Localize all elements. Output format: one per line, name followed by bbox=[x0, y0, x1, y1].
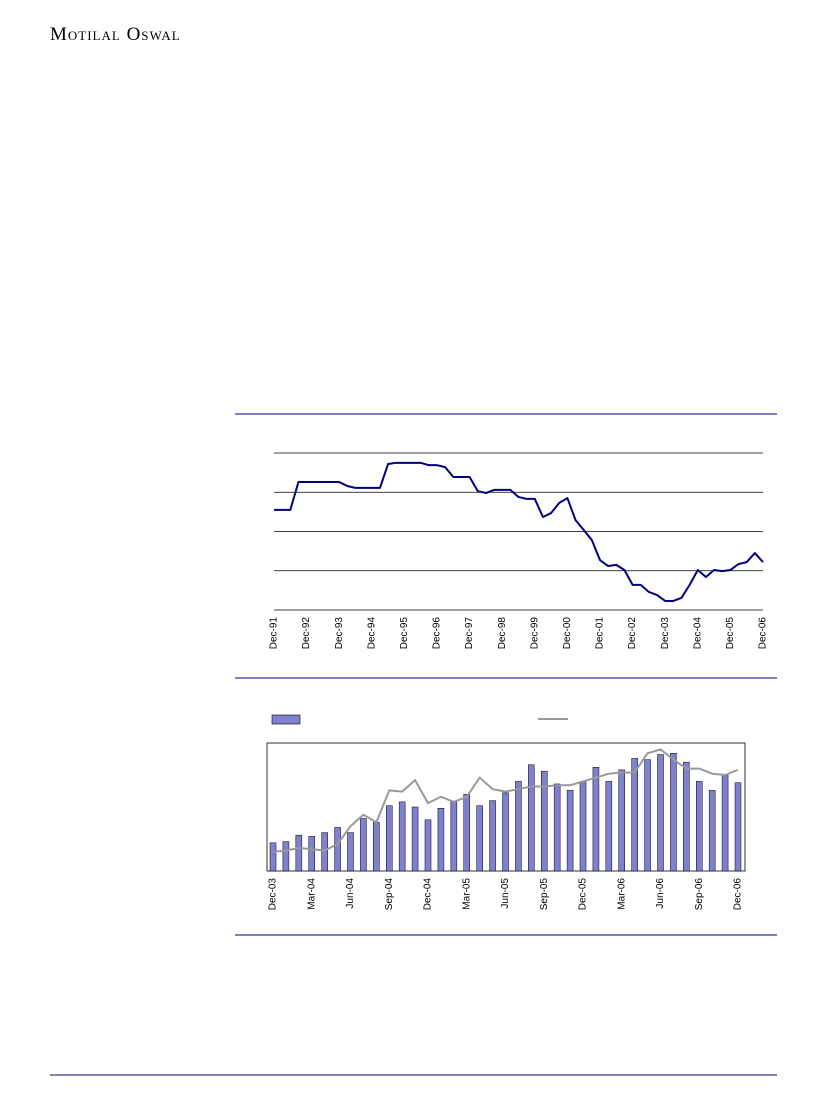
bar bbox=[708, 790, 716, 872]
bar bbox=[321, 832, 328, 872]
bar bbox=[657, 754, 664, 872]
bar bbox=[386, 805, 393, 872]
x-tick-label: Dec-03 bbox=[268, 878, 279, 911]
bar bbox=[476, 805, 483, 872]
x-tick-label: Dec-92 bbox=[301, 617, 312, 650]
bar bbox=[566, 790, 574, 872]
x-tick-label: Mar-06 bbox=[616, 878, 627, 910]
x-tick-label: Dec-04 bbox=[692, 617, 703, 650]
bar bbox=[631, 758, 638, 872]
bar bbox=[605, 781, 613, 872]
x-tick-label: Dec-97 bbox=[464, 617, 475, 650]
x-tick-label: Dec-94 bbox=[366, 617, 377, 650]
bar bbox=[502, 792, 509, 872]
x-tick-label: Dec-06 bbox=[758, 617, 769, 650]
legend-swatch bbox=[271, 714, 301, 725]
bar bbox=[541, 770, 548, 872]
bar bbox=[450, 801, 458, 872]
x-tick-label: Sep-04 bbox=[384, 878, 395, 911]
bar bbox=[347, 832, 354, 872]
x-tick-label: Dec-06 bbox=[733, 878, 744, 911]
x-tick-label: Sep-06 bbox=[694, 878, 705, 911]
x-tick-label: Dec-01 bbox=[595, 617, 606, 650]
bar bbox=[308, 836, 315, 872]
x-tick-label: Dec-05 bbox=[725, 617, 736, 650]
bar bbox=[683, 761, 690, 872]
bar bbox=[721, 774, 729, 872]
bar bbox=[696, 781, 703, 872]
bar bbox=[515, 781, 522, 872]
bar bbox=[489, 800, 496, 872]
x-tick-label: Dec-91 bbox=[269, 617, 280, 650]
x-tick-label: Dec-93 bbox=[334, 617, 345, 650]
x-tick-label: Jun-06 bbox=[655, 878, 666, 909]
x-tick-label: Dec-99 bbox=[529, 617, 540, 650]
bar bbox=[670, 752, 677, 872]
x-tick-label: Dec-00 bbox=[562, 617, 573, 650]
bar bbox=[411, 806, 419, 872]
brand: Motilal Oswal bbox=[50, 24, 181, 45]
x-tick-label: Dec-05 bbox=[578, 878, 589, 911]
x-tick-label: Mar-04 bbox=[306, 878, 317, 910]
x-tick-label: Dec-98 bbox=[497, 617, 508, 650]
bar bbox=[463, 793, 470, 872]
bar bbox=[553, 783, 561, 872]
bar bbox=[437, 808, 445, 872]
bar bbox=[618, 769, 625, 872]
x-tick-label: Dec-96 bbox=[432, 617, 443, 650]
line bbox=[274, 461, 764, 602]
bar bbox=[592, 767, 600, 872]
x-tick-label: Jun-05 bbox=[500, 878, 511, 909]
x-tick-label: Dec-03 bbox=[660, 617, 671, 650]
x-tick-label: Dec-95 bbox=[399, 617, 410, 650]
bar bbox=[269, 842, 277, 872]
bar bbox=[579, 781, 587, 872]
bar bbox=[360, 818, 367, 872]
x-tick-label: Mar-05 bbox=[461, 878, 472, 910]
x-tick-label: Dec-02 bbox=[627, 617, 638, 650]
x-tick-label: Sep-05 bbox=[539, 878, 550, 911]
bar bbox=[398, 801, 406, 872]
x-tick-label: Jun-04 bbox=[345, 878, 356, 909]
bar bbox=[424, 819, 432, 872]
bar bbox=[282, 841, 290, 872]
bar bbox=[644, 759, 651, 872]
x-tick-label: Dec-04 bbox=[423, 878, 434, 911]
bar bbox=[334, 827, 341, 872]
bar bbox=[295, 834, 303, 872]
line bbox=[272, 748, 739, 853]
bar bbox=[528, 764, 535, 872]
bar bbox=[734, 782, 742, 872]
bar bbox=[373, 822, 380, 872]
